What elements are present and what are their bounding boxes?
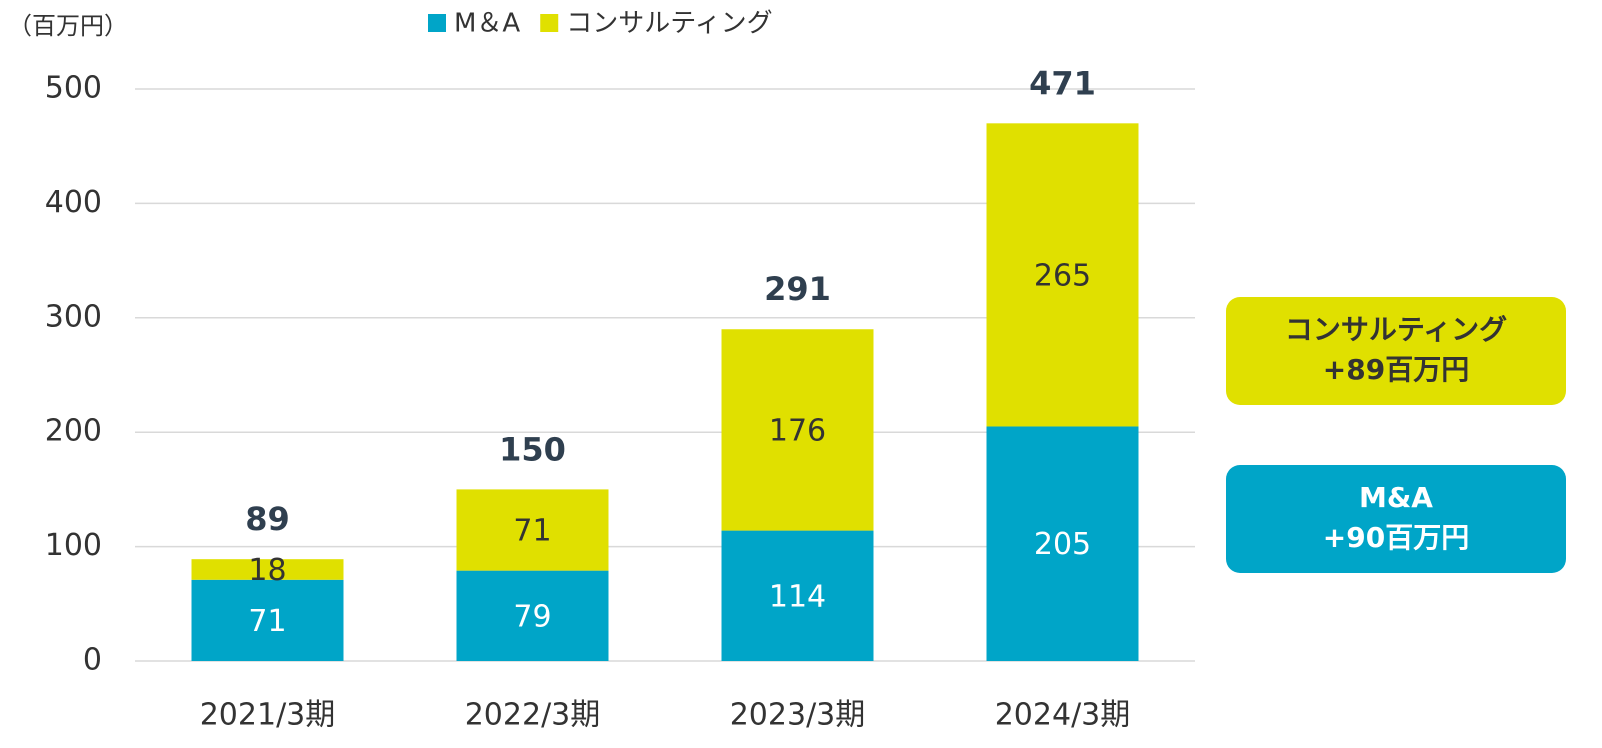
y-axis-label: （百万円） [8, 12, 128, 40]
y-tick-label: 500 [45, 71, 102, 106]
y-tick-label: 100 [45, 528, 102, 563]
legend-swatch [428, 14, 446, 32]
value-label: 71 [248, 604, 286, 639]
value-label: 18 [248, 553, 286, 588]
annotation-box [1226, 297, 1566, 405]
x-tick-label: 2022/3期 [465, 698, 601, 733]
bar-segment [191, 559, 344, 580]
annotation-text: +90百万円 [1323, 521, 1469, 554]
value-label: 176 [769, 413, 826, 448]
y-tick-label: 200 [45, 414, 102, 449]
bar-segment [986, 426, 1139, 661]
bar-segment [721, 530, 874, 661]
bar-segment [721, 329, 874, 531]
annotation-text: M&A [1359, 481, 1433, 514]
bar-segment [456, 489, 609, 571]
legend-label: コンサルティング [566, 9, 772, 39]
value-label: 71 [513, 514, 551, 549]
total-label: 471 [1029, 64, 1096, 102]
x-tick-label: 2023/3期 [730, 698, 866, 733]
total-label: 89 [245, 500, 290, 538]
y-tick-label: 0 [83, 643, 102, 678]
legend-swatch [540, 14, 559, 32]
x-tick-label: 2024/3期 [995, 698, 1131, 733]
annotation-text: +89百万円 [1323, 353, 1469, 386]
y-tick-label: 400 [45, 185, 102, 220]
y-tick-label: 300 [45, 299, 102, 334]
x-tick-label: 2021/3期 [200, 698, 336, 733]
total-label: 291 [764, 270, 831, 308]
value-label: 79 [513, 599, 551, 634]
value-label: 114 [769, 579, 826, 614]
legend-label: M＆A [454, 9, 520, 39]
value-label: 205 [1034, 527, 1091, 562]
annotation-text: コンサルティング [1285, 313, 1507, 346]
total-label: 150 [499, 430, 566, 468]
bar-segment [191, 579, 344, 661]
value-label: 265 [1034, 258, 1091, 293]
bar-segment [456, 570, 609, 661]
annotation-box [1226, 465, 1566, 573]
bar-segment [986, 123, 1139, 427]
